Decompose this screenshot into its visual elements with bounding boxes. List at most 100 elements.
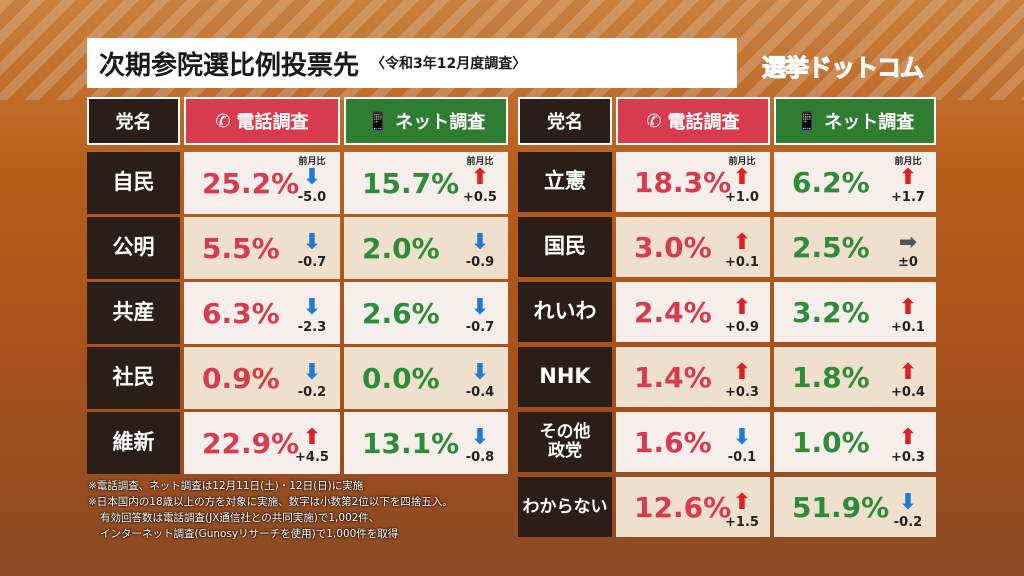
header-net: 📱 ネット調査 — [344, 97, 508, 145]
footnote: ※電話調査、ネット調査は12月11日(土)・12日(日)に実施 — [88, 480, 364, 492]
net-cell: 2.0% ⬇ -0.9 — [344, 217, 508, 279]
arrow-down-icon: ⬇ — [470, 230, 490, 255]
net-cell: 3.2% ⬆ +0.1 — [774, 282, 936, 342]
phone-value: 3.0% — [634, 230, 712, 264]
phone-change: ⬆ +0.3 — [720, 349, 764, 401]
footnotes: ※電話調査、ネット調査は12月11日(土)・12日(日)に実施 ※日本国内の18… — [88, 478, 453, 542]
net-value: 1.8% — [792, 360, 870, 394]
net-value: 15.7% — [362, 166, 460, 200]
page-subtitle: 〈令和3年12月度調査〉 — [371, 56, 527, 72]
phone-change: 前月比 ⬇ -5.0 — [290, 154, 334, 205]
phone-change-value: -0.1 — [727, 450, 757, 465]
phone-value: 1.4% — [634, 360, 712, 394]
logo-char: 選 — [762, 54, 787, 83]
net-value: 2.5% — [792, 230, 870, 264]
logo-char: 挙 — [785, 54, 810, 83]
header-phone-label: 電話調査 — [667, 112, 740, 133]
logo-char: ム — [900, 54, 925, 83]
arrow-up-icon: ⬆ — [732, 230, 752, 255]
logo-char: コ — [877, 54, 902, 83]
arrow-up-icon: ⬆ — [732, 165, 752, 190]
net-cell: 15.7% 前月比 ⬆ +0.5 — [344, 152, 508, 214]
net-value: 2.6% — [362, 296, 440, 330]
net-change-value: -0.2 — [893, 515, 923, 530]
phone-value: 6.3% — [202, 296, 280, 330]
phone-change: 前月比 ⬆ +1.0 — [720, 154, 764, 205]
net-change: ⬆ +0.4 — [886, 349, 930, 401]
party-name: 自民 — [87, 152, 180, 214]
page-title: 次期参院選比例投票先 — [99, 50, 360, 81]
arrow-down-icon: ⬇ — [302, 295, 322, 320]
arrow-down-icon: ⬇ — [732, 425, 752, 450]
phone-cell: 1.4% ⬆ +0.3 — [616, 347, 770, 407]
party-name: その他 政党 — [518, 412, 612, 472]
arrow-up-icon: ⬆ — [470, 165, 490, 190]
header-net-label: ネット調査 — [824, 112, 915, 133]
logo-char: ト — [854, 54, 879, 83]
title-box: 次期参院選比例投票先 〈令和3年12月度調査〉 — [87, 38, 737, 88]
phone-change-value: -5.0 — [297, 190, 327, 205]
net-change-value: +0.4 — [891, 385, 925, 400]
net-change: ⬆ +0.3 — [886, 414, 930, 466]
net-cell: 1.0% ⬆ +0.3 — [774, 412, 936, 472]
change-label: 前月比 — [894, 157, 922, 167]
footnote: ※日本国内の18歳以上の方を対象に実施、数字は小数第2位以下を四捨五入。 — [88, 496, 453, 508]
net-change: ⬇ -0.2 — [886, 479, 930, 531]
phone-change: ⬆ +0.1 — [720, 219, 764, 271]
phone-value: 5.5% — [202, 231, 280, 265]
net-change: 前月比 ⬆ +1.7 — [886, 154, 930, 205]
arrow-down-icon: ⬇ — [470, 425, 490, 450]
phone-change: ⬇ -0.7 — [290, 219, 334, 271]
net-change-value: -0.9 — [465, 255, 495, 270]
net-cell: 6.2% 前月比 ⬆ +1.7 — [774, 152, 936, 212]
phone-cell: 5.5% ⬇ -0.7 — [184, 217, 340, 279]
header-party: 党名 — [87, 97, 180, 145]
logo: 選挙ドットコム — [762, 48, 925, 83]
net-value: 1.0% — [792, 425, 870, 459]
arrow-up-icon: ⬆ — [732, 360, 752, 385]
phone-icon: ✆ — [646, 110, 662, 132]
phone-value: 1.6% — [634, 425, 712, 459]
phone-change: ⬆ +0.9 — [720, 284, 764, 336]
net-cell: 1.8% ⬆ +0.4 — [774, 347, 936, 407]
phone-change-value: +0.9 — [725, 320, 759, 335]
arrow-up-icon: ⬆ — [302, 425, 322, 450]
phone-cell: 25.2% 前月比 ⬇ -5.0 — [184, 152, 340, 214]
logo-char: ッ — [831, 54, 856, 83]
phone-change: ⬇ -0.1 — [720, 414, 764, 466]
header-net: 📱 ネット調査 — [774, 97, 936, 145]
footnote: 有効回答数は電話調査(JX通信社との共同実施)で1,002件、 — [100, 512, 380, 524]
phone-cell: 1.6% ⬇ -0.1 — [616, 412, 770, 472]
phone-change-value: +0.3 — [725, 385, 759, 400]
phone-change: ⬆ +1.5 — [720, 479, 764, 531]
change-label: 前月比 — [728, 157, 756, 167]
net-change-value: +0.1 — [891, 320, 925, 335]
phone-icon: ✆ — [215, 110, 231, 132]
phone-change-value: -2.3 — [297, 320, 327, 335]
net-change: 前月比 ⬆ +0.5 — [458, 154, 502, 205]
net-change: ⬇ -0.7 — [458, 284, 502, 336]
phone-change: ⬇ -0.2 — [290, 349, 334, 401]
net-change: ➡ ±0 — [886, 219, 930, 271]
phone-cell: 12.6% ⬆ +1.5 — [616, 477, 770, 537]
phone-change-value: +0.1 — [725, 255, 759, 270]
net-value: 6.2% — [792, 165, 870, 199]
phone-change: ⬇ -2.3 — [290, 284, 334, 336]
net-value: 3.2% — [792, 295, 870, 329]
party-name: 維新 — [87, 412, 180, 474]
header-net-label: ネット調査 — [395, 112, 486, 133]
phone-change-value: -0.7 — [297, 255, 327, 270]
net-change-value: ±0 — [898, 255, 918, 270]
net-cell: 51.9% ⬇ -0.2 — [774, 477, 936, 537]
header-party: 党名 — [518, 97, 612, 145]
phone-change-value: +1.5 — [725, 515, 759, 530]
smartphone-icon: 📱 — [795, 110, 819, 132]
phone-value: 12.6% — [634, 490, 732, 524]
phone-change-value: +1.0 — [725, 190, 759, 205]
change-label: 前月比 — [466, 157, 494, 167]
arrow-up-icon: ⬆ — [898, 425, 918, 450]
header-phone: ✆ 電話調査 — [184, 97, 340, 145]
phone-cell: 2.4% ⬆ +0.9 — [616, 282, 770, 342]
phone-value: 25.2% — [202, 166, 300, 200]
net-change: ⬇ -0.4 — [458, 349, 502, 401]
